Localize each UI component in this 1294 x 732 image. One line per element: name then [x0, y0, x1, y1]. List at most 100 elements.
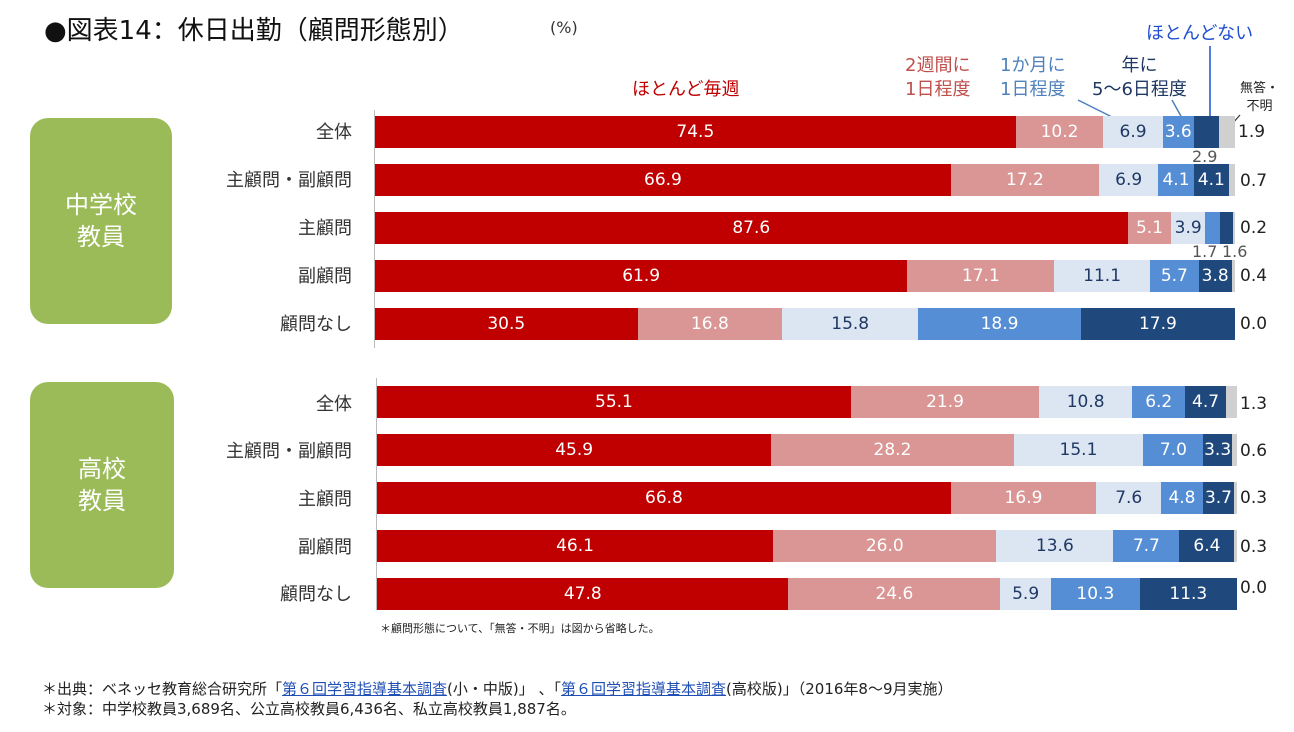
row-label-jh-sub: 副顧問 [298, 266, 352, 287]
bar-segment-almost-none: 3.3 [1203, 434, 1232, 466]
bar-segment-no-answer [1231, 260, 1235, 292]
footer-source-mid2: (高校版)」（2016年8〜9月実施） [726, 680, 953, 698]
bar-segment-almost-none: 4.1 [1193, 164, 1229, 196]
bar-segment-biweekly: 21.9 [850, 386, 1040, 418]
bar-segment-every-week: 30.5 [375, 308, 638, 340]
bar-segment-no-answer [1218, 116, 1235, 148]
bar-jh-sub: 61.9 17.1 11.1 5.7 3.8 [375, 260, 1235, 292]
bar-segment-monthly: 3.9 [1171, 212, 1205, 244]
bar-jh-main-sub: 66.9 17.2 6.9 4.1 4.1 [375, 164, 1235, 196]
bar-value-label: 4.7 [1192, 392, 1220, 412]
bar-value-label: 5.1 [1135, 218, 1164, 238]
bar-value-label: 5.9 [1012, 584, 1040, 604]
bar-segment-monthly: 11.1 [1054, 260, 1150, 292]
bar-value-label: 3.7 [1204, 488, 1232, 508]
bar-value-label: 10.8 [1066, 392, 1105, 412]
bar-segment-no-answer [1234, 530, 1237, 562]
bar-value-label: 18.9 [980, 314, 1019, 334]
bar-value-label: 6.2 [1145, 392, 1173, 412]
bar-segment-every-week: 55.1 [377, 386, 851, 418]
bar-value-label: 4.1 [1197, 170, 1225, 190]
bar-value-label: 6.4 [1193, 536, 1221, 556]
bar-segment-biweekly: 28.2 [771, 434, 1014, 466]
footer-source: ＊出典：ベネッセ教育総合研究所「第６回学習指導基本調査(小・中版)」 、「第６回… [42, 678, 953, 699]
bar-value-label: 47.8 [563, 584, 602, 604]
na-value-jh-none: 0.0 [1240, 314, 1268, 334]
bar-jh-all: 74.5 10.2 6.9 3.6 [375, 116, 1235, 148]
bar-value-label: 10.3 [1076, 584, 1115, 604]
bar-segment-monthly: 13.6 [996, 530, 1114, 562]
bar-segment-every-week: 87.6 [375, 212, 1128, 244]
na-value-hs-none: 0.0 [1240, 578, 1268, 598]
bar-value-label: 16.8 [690, 314, 729, 334]
bar-value-label: 10.2 [1040, 122, 1079, 142]
legend-biweekly: 2週間に 1日程度 [905, 55, 971, 100]
bar-jh-none: 30.5 16.8 15.8 18.9 17.9 [375, 308, 1235, 340]
unit-label: (%) [550, 18, 578, 37]
legend-almost-none: ほとんどない [1146, 23, 1254, 44]
na-value-jh-main-sub: 0.7 [1240, 171, 1268, 191]
bar-segment-every-week: 61.9 [375, 260, 908, 292]
bar-hs-sub: 46.1 26.0 13.6 7.7 6.4 [377, 530, 1237, 562]
bar-value-label: 55.1 [595, 392, 633, 412]
axis-line-junior-high [374, 110, 375, 348]
bar-segment-no-answer [1231, 434, 1237, 466]
bar-segment-almost-none: 4.7 [1185, 386, 1226, 418]
bar-value-label: 7.6 [1115, 488, 1143, 508]
bar-segment-biweekly: 26.0 [773, 530, 997, 562]
bar-hs-all: 55.1 21.9 10.8 6.2 4.7 [377, 386, 1237, 418]
bar-segment-yearly: 4.8 [1161, 482, 1203, 514]
bar-segment-almost-none: 3.8 [1198, 260, 1232, 292]
bar-segment-every-week: 45.9 [377, 434, 772, 466]
footer-source-mid1: (小・中版)」 、「 [447, 680, 562, 698]
bar-value-label: 4.8 [1168, 488, 1196, 508]
row-label-jh-main-sub: 主顧問・副顧問 [226, 170, 352, 191]
bar-value-label: 66.9 [644, 170, 682, 190]
bar-value-label: 3.3 [1204, 440, 1232, 460]
survey-link-high-school[interactable]: 第６回学習指導基本調査 [561, 680, 727, 698]
bar-segment-no-answer [1225, 386, 1237, 418]
bar-value-label: 66.8 [645, 488, 683, 508]
bar-segment-biweekly: 24.6 [788, 578, 1001, 610]
bar-segment-monthly: 6.9 [1103, 116, 1163, 148]
bar-value-label: 6.9 [1115, 170, 1143, 190]
survey-link-elementary-junior[interactable]: 第６回学習指導基本調査 [282, 680, 448, 698]
bar-segment-biweekly: 16.8 [637, 308, 783, 340]
bar-value-label: 11.1 [1083, 266, 1122, 286]
chart-title: ●図表14：休日出勤（顧問形態別） [44, 16, 464, 46]
row-label-hs-sub: 副顧問 [298, 537, 352, 558]
bar-segment-every-week: 66.8 [377, 482, 951, 514]
axis-line-high-school [376, 378, 377, 610]
bar-segment-monthly: 15.8 [782, 308, 919, 340]
bar-value-label: 28.2 [873, 440, 912, 460]
bar-value-label: 17.1 [961, 266, 1000, 286]
bar-segment-every-week: 74.5 [375, 116, 1016, 148]
bar-segment-yearly: 6.2 [1132, 386, 1186, 418]
bar-segment-biweekly: 16.9 [950, 482, 1097, 514]
bar-segment-yearly: 10.3 [1051, 578, 1140, 610]
bar-value-label: 26.0 [865, 536, 904, 556]
bar-value-label: 30.5 [487, 314, 526, 334]
footer-target: ＊対象：中学校教員3,689名、公立高校教員6,436名、私立高校教員1,887… [42, 700, 576, 718]
bar-value-label: 61.9 [622, 266, 661, 286]
bar-hs-main-sub: 45.9 28.2 15.1 7.0 3.3 [377, 434, 1237, 466]
bar-value-label: 17.9 [1138, 314, 1177, 334]
row-label-hs-none: 顧問なし [280, 584, 352, 605]
row-label-jh-main: 主顧問 [298, 218, 352, 239]
bar-value-label: 4.1 [1162, 170, 1190, 190]
bar-value-label: 11.3 [1169, 584, 1208, 604]
bar-segment-biweekly: 17.2 [950, 164, 1099, 196]
bar-value-label: 3.9 [1174, 218, 1202, 238]
bar-segment-almost-none [1193, 116, 1219, 148]
na-value-jh-all: 1.9 [1238, 122, 1266, 142]
bar-segment-every-week: 46.1 [377, 530, 774, 562]
footer-source-prefix: ＊出典：ベネッセ教育総合研究所「 [42, 680, 283, 698]
bar-segment-almost-none: 6.4 [1179, 530, 1235, 562]
bar-value-label: 5.7 [1160, 266, 1188, 286]
na-value-hs-sub: 0.3 [1240, 537, 1268, 557]
bar-value-label: 24.6 [875, 584, 914, 604]
bar-segment-yearly: 18.9 [918, 308, 1081, 340]
bar-segment-biweekly: 10.2 [1015, 116, 1104, 148]
footnote-omitted: ＊顧問形態について、「無答・不明」は図から省略した。 [380, 622, 660, 635]
bar-hs-main: 66.8 16.9 7.6 4.8 3.7 [377, 482, 1237, 514]
